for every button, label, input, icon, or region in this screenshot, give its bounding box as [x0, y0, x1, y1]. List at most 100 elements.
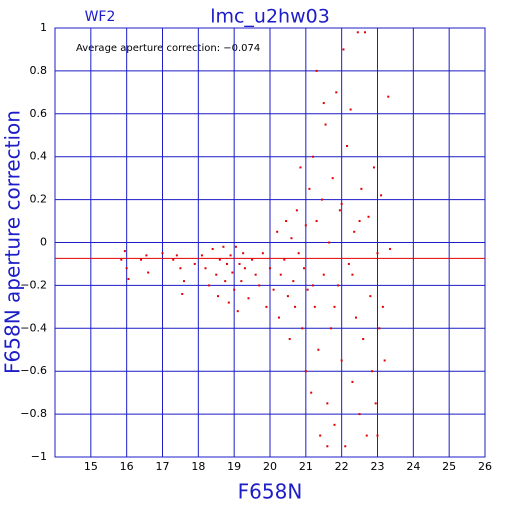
point — [294, 305, 297, 308]
y-tick-label: 0.4 — [30, 150, 48, 163]
point — [333, 305, 336, 308]
point — [346, 144, 349, 147]
point — [337, 284, 340, 287]
point — [304, 224, 307, 227]
x-tick-label: 17 — [156, 460, 170, 473]
point — [279, 273, 282, 276]
point — [208, 284, 211, 287]
x-tick-label: 18 — [191, 460, 205, 473]
point — [236, 310, 239, 313]
point — [231, 271, 234, 274]
x-tick-label: 16 — [120, 460, 134, 473]
point — [147, 271, 150, 274]
point — [227, 301, 230, 304]
point — [349, 108, 352, 111]
point — [322, 102, 325, 105]
point — [127, 277, 130, 280]
x-tick-label: 19 — [227, 460, 241, 473]
x-tick-label: 25 — [442, 460, 456, 473]
point — [254, 273, 257, 276]
point — [295, 209, 298, 212]
point — [351, 380, 354, 383]
point — [222, 245, 225, 248]
point — [247, 297, 250, 300]
point — [351, 273, 354, 276]
point — [374, 402, 377, 405]
point — [175, 254, 178, 257]
point — [367, 215, 370, 218]
y-axis-label: F658N aperture correction — [1, 110, 25, 374]
point — [312, 284, 314, 287]
y-tick-label: 0 — [40, 236, 47, 249]
point — [355, 316, 357, 319]
point — [299, 166, 302, 169]
point — [369, 295, 372, 298]
point — [269, 267, 271, 270]
point — [363, 31, 366, 34]
y-tick-label: 0.8 — [30, 64, 48, 77]
x-tick-label: 15 — [84, 460, 98, 473]
point — [234, 245, 237, 248]
point — [317, 348, 320, 351]
y-tick-label: −0.8 — [20, 407, 47, 420]
point — [312, 155, 314, 158]
x-tick-label: 26 — [478, 460, 492, 473]
point — [276, 230, 279, 233]
point — [217, 295, 220, 298]
x-tick-label: 20 — [263, 460, 277, 473]
point — [243, 267, 246, 270]
point — [286, 295, 289, 298]
x-tick-label: 23 — [371, 460, 385, 473]
point — [215, 273, 218, 276]
point — [362, 338, 365, 341]
point — [283, 258, 286, 261]
point — [277, 316, 280, 319]
point — [335, 91, 338, 94]
point — [125, 267, 128, 270]
point — [200, 254, 203, 257]
point — [378, 327, 381, 330]
y-tick-label: −0.6 — [20, 364, 47, 377]
x-tick-label: 22 — [335, 460, 349, 473]
point — [344, 445, 347, 448]
point — [329, 327, 332, 330]
point — [371, 370, 374, 373]
point — [322, 273, 325, 276]
point — [251, 258, 254, 261]
point — [140, 258, 142, 261]
point — [372, 166, 375, 169]
point — [242, 252, 245, 255]
point — [380, 194, 383, 197]
y-tick-label: 0.6 — [30, 107, 48, 120]
point — [179, 267, 182, 270]
point — [120, 258, 123, 261]
point — [319, 434, 322, 437]
point — [340, 202, 343, 205]
point — [324, 123, 327, 126]
point — [290, 237, 293, 240]
point — [161, 252, 164, 255]
point — [238, 262, 241, 265]
y-tick-label: −0.4 — [20, 321, 47, 334]
point — [261, 252, 264, 255]
point — [224, 280, 227, 283]
point — [301, 327, 304, 330]
point — [376, 434, 379, 437]
point — [331, 177, 334, 180]
chip-label: WF2 — [85, 9, 116, 25]
point — [308, 187, 311, 190]
point — [340, 359, 343, 362]
point — [360, 187, 363, 190]
point — [288, 338, 291, 341]
point — [342, 48, 345, 51]
point — [358, 220, 361, 223]
point — [315, 220, 318, 223]
point — [338, 209, 341, 212]
point — [306, 288, 309, 291]
point — [310, 391, 313, 394]
point — [303, 267, 306, 270]
chart-title: lmc_u2hw03 — [210, 6, 330, 28]
point — [313, 305, 316, 308]
point — [258, 284, 261, 287]
